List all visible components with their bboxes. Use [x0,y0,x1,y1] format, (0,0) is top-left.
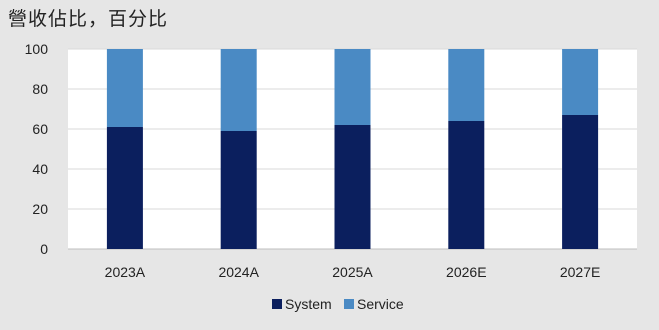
bar-system-2026E [448,121,485,249]
bar-system-2027E [562,115,599,249]
bar-service-2025A [334,49,371,125]
y-tick-label: 100 [25,41,49,57]
legend-label-system: System [285,296,332,312]
bar-service-2027E [562,49,599,115]
y-tick-label: 60 [32,121,48,137]
x-tick-label: 2024A [218,264,259,280]
bar-system-2025A [334,125,371,249]
bar-system-2023A [106,127,143,249]
bar-system-2024A [220,131,257,249]
legend-swatch-system [272,299,282,309]
x-tick-label: 2026E [446,264,486,280]
legend-swatch-service [344,299,354,309]
x-tick-label: 2025A [332,264,373,280]
bar-service-2024A [220,49,257,131]
bar-service-2023A [106,49,143,127]
y-tick-label: 20 [32,201,48,217]
bar-service-2026E [448,49,485,121]
x-tick-label: 2023A [105,264,146,280]
y-tick-label: 0 [40,241,48,257]
chart-title: 營收佔比，百分比 [8,8,169,30]
x-tick-label: 2027E [560,264,600,280]
legend-label-service: Service [357,296,404,312]
y-tick-label: 80 [32,81,48,97]
y-tick-label: 40 [32,161,48,177]
